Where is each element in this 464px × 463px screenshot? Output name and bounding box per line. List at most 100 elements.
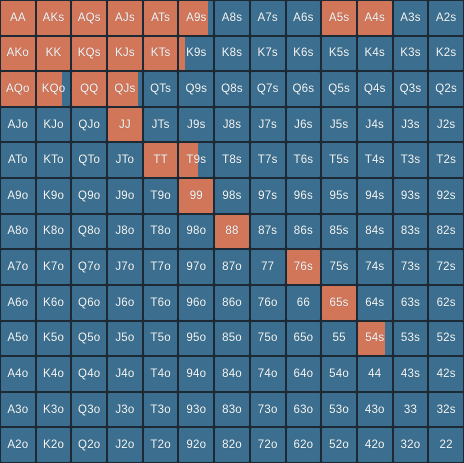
hand-cell-42s[interactable]: 42s <box>429 357 463 391</box>
hand-cell-86s[interactable]: 86s <box>286 214 321 249</box>
hand-cell-k8s[interactable]: K8s <box>215 36 249 71</box>
hand-cell-k7s[interactable]: K7s <box>250 36 285 71</box>
hand-cell-92o[interactable]: 92o <box>179 428 214 462</box>
hand-cell-tt[interactable]: TT <box>143 143 178 178</box>
hand-cell-t7s[interactable]: T7s <box>250 143 285 178</box>
hand-cell-j5s[interactable]: J5s <box>322 107 356 142</box>
hand-cell-52s[interactable]: 52s <box>429 321 463 356</box>
hand-cell-t5o[interactable]: T5o <box>143 321 178 356</box>
hand-cell-a3o[interactable]: A3o <box>1 392 35 427</box>
hand-cell-55[interactable]: 55 <box>322 321 356 356</box>
hand-cell-93s[interactable]: 93s <box>393 179 428 213</box>
hand-cell-kjo[interactable]: KJo <box>36 107 71 142</box>
hand-cell-98s[interactable]: 98s <box>215 179 249 213</box>
hand-cell-q5s[interactable]: Q5s <box>322 72 356 106</box>
hand-cell-k3s[interactable]: K3s <box>393 36 428 71</box>
hand-cell-a8o[interactable]: A8o <box>1 214 35 249</box>
hand-cell-53s[interactable]: 53s <box>393 321 428 356</box>
hand-cell-q8o[interactable]: Q8o <box>72 214 107 249</box>
hand-cell-54s[interactable]: 54s <box>357 321 392 356</box>
hand-cell-a2o[interactable]: A2o <box>1 428 35 462</box>
hand-cell-94o[interactable]: 94o <box>179 357 214 391</box>
hand-cell-k7o[interactable]: K7o <box>36 250 71 284</box>
hand-cell-q9s[interactable]: Q9s <box>179 72 214 106</box>
hand-cell-53o[interactable]: 53o <box>322 392 356 427</box>
hand-cell-q4o[interactable]: Q4o <box>72 357 107 391</box>
hand-cell-q6o[interactable]: Q6o <box>72 285 107 320</box>
hand-cell-84s[interactable]: 84s <box>357 214 392 249</box>
hand-cell-k5o[interactable]: K5o <box>36 321 71 356</box>
hand-cell-q8s[interactable]: Q8s <box>215 72 249 106</box>
hand-cell-82s[interactable]: 82s <box>429 214 463 249</box>
hand-cell-q4s[interactable]: Q4s <box>357 72 392 106</box>
hand-cell-a7o[interactable]: A7o <box>1 250 35 284</box>
hand-cell-j6o[interactable]: J6o <box>108 285 142 320</box>
hand-cell-95o[interactable]: 95o <box>179 321 214 356</box>
hand-cell-j8o[interactable]: J8o <box>108 214 142 249</box>
hand-cell-k6s[interactable]: K6s <box>286 36 321 71</box>
hand-cell-a6s[interactable]: A6s <box>286 1 321 35</box>
hand-cell-q7s[interactable]: Q7s <box>250 72 285 106</box>
hand-cell-75s[interactable]: 75s <box>322 250 356 284</box>
hand-cell-a2s[interactable]: A2s <box>429 1 463 35</box>
hand-cell-73s[interactable]: 73s <box>393 250 428 284</box>
hand-cell-q3o[interactable]: Q3o <box>72 392 107 427</box>
hand-cell-q9o[interactable]: Q9o <box>72 179 107 213</box>
hand-cell-aqs[interactable]: AQs <box>72 1 107 35</box>
hand-cell-t5s[interactable]: T5s <box>322 143 356 178</box>
hand-cell-q7o[interactable]: Q7o <box>72 250 107 284</box>
hand-cell-k2s[interactable]: K2s <box>429 36 463 71</box>
hand-cell-a9s[interactable]: A9s <box>179 1 214 35</box>
hand-cell-t9o[interactable]: T9o <box>143 179 178 213</box>
hand-cell-j5o[interactable]: J5o <box>108 321 142 356</box>
hand-cell-kto[interactable]: KTo <box>36 143 71 178</box>
hand-cell-j7s[interactable]: J7s <box>250 107 285 142</box>
hand-cell-73o[interactable]: 73o <box>250 392 285 427</box>
hand-cell-32s[interactable]: 32s <box>429 392 463 427</box>
hand-cell-32o[interactable]: 32o <box>393 428 428 462</box>
hand-cell-q2o[interactable]: Q2o <box>72 428 107 462</box>
hand-cell-84o[interactable]: 84o <box>215 357 249 391</box>
hand-cell-94s[interactable]: 94s <box>357 179 392 213</box>
hand-cell-87s[interactable]: 87s <box>250 214 285 249</box>
hand-cell-t2s[interactable]: T2s <box>429 143 463 178</box>
hand-cell-86o[interactable]: 86o <box>215 285 249 320</box>
hand-cell-q2s[interactable]: Q2s <box>429 72 463 106</box>
hand-cell-t7o[interactable]: T7o <box>143 250 178 284</box>
hand-cell-j9s[interactable]: J9s <box>179 107 214 142</box>
hand-cell-t3s[interactable]: T3s <box>393 143 428 178</box>
hand-cell-k5s[interactable]: K5s <box>322 36 356 71</box>
hand-cell-a8s[interactable]: A8s <box>215 1 249 35</box>
hand-cell-jts[interactable]: JTs <box>143 107 178 142</box>
hand-cell-j2s[interactable]: J2s <box>429 107 463 142</box>
hand-cell-j3o[interactable]: J3o <box>108 392 142 427</box>
hand-cell-88[interactable]: 88 <box>215 214 249 249</box>
hand-cell-jj[interactable]: JJ <box>108 107 142 142</box>
hand-cell-85s[interactable]: 85s <box>322 214 356 249</box>
hand-cell-43o[interactable]: 43o <box>357 392 392 427</box>
hand-cell-qjo[interactable]: QJo <box>72 107 107 142</box>
hand-cell-t6o[interactable]: T6o <box>143 285 178 320</box>
hand-cell-qto[interactable]: QTo <box>72 143 107 178</box>
hand-cell-82o[interactable]: 82o <box>215 428 249 462</box>
hand-cell-76o[interactable]: 76o <box>250 285 285 320</box>
hand-cell-k4s[interactable]: K4s <box>357 36 392 71</box>
hand-cell-ako[interactable]: AKo <box>1 36 35 71</box>
hand-cell-a7s[interactable]: A7s <box>250 1 285 35</box>
hand-cell-q6s[interactable]: Q6s <box>286 72 321 106</box>
hand-cell-65o[interactable]: 65o <box>286 321 321 356</box>
hand-cell-ato[interactable]: ATo <box>1 143 35 178</box>
hand-cell-83s[interactable]: 83s <box>393 214 428 249</box>
hand-cell-66[interactable]: 66 <box>286 285 321 320</box>
hand-cell-k8o[interactable]: K8o <box>36 214 71 249</box>
hand-cell-j9o[interactable]: J9o <box>108 179 142 213</box>
hand-cell-j6s[interactable]: J6s <box>286 107 321 142</box>
hand-cell-jto[interactable]: JTo <box>108 143 142 178</box>
hand-cell-97o[interactable]: 97o <box>179 250 214 284</box>
hand-cell-72s[interactable]: 72s <box>429 250 463 284</box>
hand-cell-kqs[interactable]: KQs <box>72 36 107 71</box>
hand-cell-j3s[interactable]: J3s <box>393 107 428 142</box>
hand-cell-q5o[interactable]: Q5o <box>72 321 107 356</box>
hand-cell-t2o[interactable]: T2o <box>143 428 178 462</box>
hand-cell-t4s[interactable]: T4s <box>357 143 392 178</box>
